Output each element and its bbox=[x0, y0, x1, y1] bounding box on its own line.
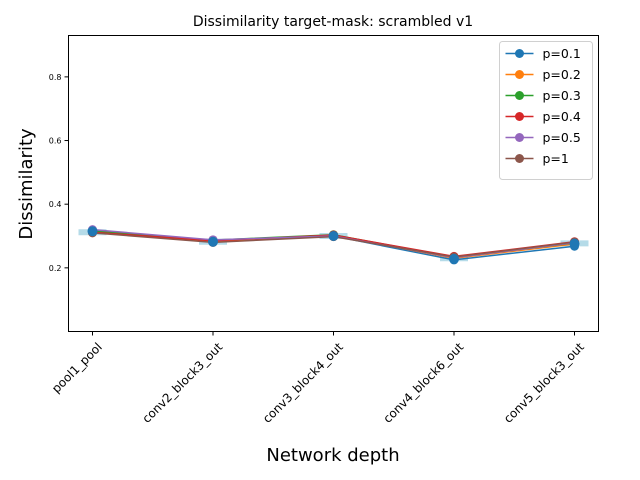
chart-title: Dissimilarity target-mask: scrambled v1 bbox=[193, 14, 473, 30]
y-tick-label: 0.2 bbox=[49, 264, 62, 273]
overlay-point bbox=[208, 236, 218, 247]
overlay-point bbox=[87, 226, 98, 237]
y-tick-label: 0.8 bbox=[49, 73, 62, 82]
overlay-point bbox=[569, 238, 580, 249]
legend-swatch-marker bbox=[515, 112, 524, 121]
legend-swatch-marker bbox=[515, 154, 524, 163]
legend: p=0.1 p=0.2 p=0.3 p=0.4 p=0.5 p=1 bbox=[499, 41, 593, 180]
y-tick-label: 0.4 bbox=[49, 200, 62, 209]
legend-entry-label: p=0.2 bbox=[543, 67, 581, 82]
legend-entry-label: p=0.1 bbox=[543, 46, 581, 61]
plot-layer bbox=[78, 225, 589, 265]
overlay-point bbox=[449, 253, 459, 264]
y-axis: 0.2 0.4 0.6 0.8 bbox=[49, 73, 69, 273]
legend-entry-label: p=1 bbox=[543, 151, 569, 166]
legend-swatch-marker bbox=[515, 49, 524, 58]
legend-swatch-marker bbox=[515, 133, 524, 142]
legend-entry-label: p=0.4 bbox=[543, 109, 581, 124]
legend-entry-label: p=0.5 bbox=[543, 130, 581, 145]
legend-entry-label: p=0.3 bbox=[543, 88, 581, 103]
y-axis-label: Dissimilarity bbox=[16, 128, 37, 240]
x-axis-label: Network depth bbox=[266, 445, 399, 466]
legend-swatch-marker bbox=[515, 70, 524, 79]
y-tick-label: 0.6 bbox=[49, 137, 62, 146]
legend-swatch-marker bbox=[515, 91, 524, 100]
overlay-point bbox=[328, 231, 339, 242]
